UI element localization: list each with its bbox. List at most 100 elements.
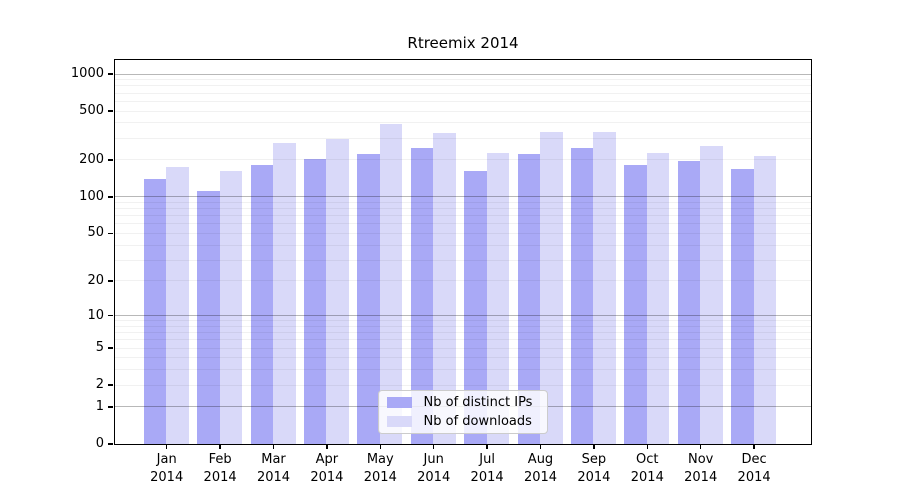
x-tick-aug bbox=[539, 444, 542, 449]
y-gridline-minor-80 bbox=[114, 208, 811, 210]
y-tick-label-5: 5 bbox=[95, 340, 104, 356]
y-gridline-minor-7 bbox=[114, 332, 811, 334]
y-gridline-minor-2 bbox=[114, 384, 811, 386]
bar-downloads-may bbox=[379, 123, 403, 444]
y-gridline-minor-90 bbox=[114, 201, 811, 203]
y-gridline-minor-6 bbox=[114, 339, 811, 341]
y-gridline-minor-60 bbox=[114, 223, 811, 225]
y-tick-5 bbox=[108, 347, 113, 349]
legend: Nb of distinct IPs Nb of downloads bbox=[377, 389, 548, 434]
x-tick-month: May bbox=[366, 452, 394, 467]
x-tick-feb bbox=[219, 444, 221, 449]
x-tick-label-apr: Apr 2014 bbox=[295, 451, 359, 486]
y-gridline-minor-500 bbox=[114, 110, 811, 112]
legend-swatch-downloads bbox=[386, 415, 412, 427]
y-gridline-minor-40 bbox=[114, 244, 811, 246]
x-tick-nov bbox=[699, 444, 702, 449]
bar-downloads-feb bbox=[219, 170, 243, 444]
bar-downloads-apr bbox=[326, 138, 349, 444]
bar-downloads-dec bbox=[753, 155, 777, 444]
bar-ips-jul bbox=[464, 171, 487, 444]
bar-downloads-jul bbox=[486, 153, 510, 444]
x-tick-label-oct: Oct 2014 bbox=[615, 451, 679, 486]
x-tick-jul bbox=[486, 444, 488, 449]
x-tick-month: Apr bbox=[315, 452, 339, 467]
y-gridline-minor-70 bbox=[114, 215, 811, 217]
y-tick-label-50: 50 bbox=[87, 225, 104, 241]
bar-downloads-jun bbox=[433, 133, 456, 444]
x-tick-year: 2014 bbox=[470, 469, 504, 485]
y-gridline-minor-900 bbox=[114, 79, 811, 81]
bar-ips-jan bbox=[143, 179, 167, 444]
x-tick-label-nov: Nov 2014 bbox=[669, 451, 733, 486]
y-tick-label-200: 200 bbox=[79, 151, 104, 167]
x-tick-jan bbox=[165, 444, 168, 449]
bar-ips-sep bbox=[570, 148, 594, 444]
y-gridline-minor-400 bbox=[114, 122, 811, 124]
bar-ips-apr bbox=[303, 159, 327, 444]
legend-item-distinct-ips: Nb of distinct IPs bbox=[386, 395, 547, 410]
x-tick-year: 2014 bbox=[150, 469, 184, 485]
x-tick-year: 2014 bbox=[630, 469, 664, 485]
x-tick-year: 2014 bbox=[203, 469, 237, 485]
bar-ips-dec bbox=[731, 168, 754, 444]
y-gridline-minor-700 bbox=[114, 92, 811, 94]
x-tick-year: 2014 bbox=[256, 469, 291, 485]
bar-downloads-sep bbox=[593, 132, 616, 444]
x-tick-month: Mar bbox=[261, 452, 286, 467]
y-tick-label-100: 100 bbox=[79, 188, 104, 204]
x-tick-month: Feb bbox=[208, 452, 232, 467]
y-tick-500 bbox=[108, 110, 113, 112]
y-tick-10 bbox=[108, 314, 113, 317]
y-tick-label-20: 20 bbox=[87, 272, 104, 288]
y-tick-2 bbox=[108, 384, 113, 386]
x-tick-year: 2014 bbox=[577, 469, 611, 485]
x-tick-may bbox=[379, 444, 382, 449]
bar-ips-oct bbox=[624, 165, 647, 444]
x-tick-month: Jun bbox=[423, 452, 444, 467]
x-tick-label-dec: Dec 2014 bbox=[722, 451, 786, 486]
y-tick-label-500: 500 bbox=[79, 103, 104, 119]
bar-ips-jun bbox=[410, 147, 434, 444]
x-tick-label-mar: Mar 2014 bbox=[242, 451, 306, 486]
legend-item-downloads: Nb of downloads bbox=[386, 413, 547, 429]
x-tick-label-may: May 2014 bbox=[348, 451, 412, 486]
x-tick-jun bbox=[432, 444, 435, 449]
y-tick-50 bbox=[108, 232, 113, 235]
x-tick-label-jun: Jun 2014 bbox=[402, 451, 466, 486]
legend-swatch-distinct-ips bbox=[386, 396, 412, 408]
y-tick-0 bbox=[108, 443, 113, 445]
plot-area: Nb of distinct IPs Nb of downloads bbox=[113, 58, 812, 445]
x-tick-dec bbox=[753, 444, 755, 449]
y-gridline-minor-300 bbox=[114, 137, 811, 139]
y-tick-label-0: 0 bbox=[95, 436, 104, 451]
x-tick-label-sep: Sep 2014 bbox=[562, 451, 626, 486]
x-tick-month: Dec bbox=[741, 452, 767, 467]
x-tick-month: Jul bbox=[479, 452, 495, 467]
x-tick-label-jul: Jul 2014 bbox=[455, 451, 519, 486]
y-gridline-minor-20 bbox=[114, 280, 811, 282]
y-gridline-minor-4 bbox=[114, 357, 811, 359]
y-tick-20 bbox=[108, 280, 113, 282]
y-tick-label-1: 1 bbox=[95, 398, 104, 414]
bar-ips-may bbox=[357, 153, 380, 444]
y-gridline-minor-50 bbox=[114, 232, 811, 234]
bar-ips-feb bbox=[197, 190, 220, 444]
y-gridline-minor-8 bbox=[114, 325, 811, 327]
x-tick-month: Sep bbox=[581, 452, 607, 467]
bar-downloads-jan bbox=[166, 166, 189, 444]
legend-label-downloads: Nb of downloads bbox=[423, 413, 532, 429]
y-gridline-major-1000 bbox=[114, 73, 811, 75]
x-tick-year: 2014 bbox=[523, 469, 558, 485]
x-tick-label-feb: Feb 2014 bbox=[188, 451, 252, 486]
x-tick-month: Oct bbox=[636, 452, 659, 467]
y-gridline-minor-3 bbox=[114, 369, 811, 371]
x-tick-label-aug: Aug 2014 bbox=[509, 451, 573, 486]
bar-ips-aug bbox=[517, 153, 540, 444]
y-tick-label-2: 2 bbox=[95, 377, 104, 393]
x-tick-apr bbox=[326, 444, 328, 449]
bar-downloads-mar bbox=[273, 142, 296, 444]
bar-ips-mar bbox=[250, 164, 273, 444]
y-gridline-minor-5 bbox=[114, 347, 811, 349]
